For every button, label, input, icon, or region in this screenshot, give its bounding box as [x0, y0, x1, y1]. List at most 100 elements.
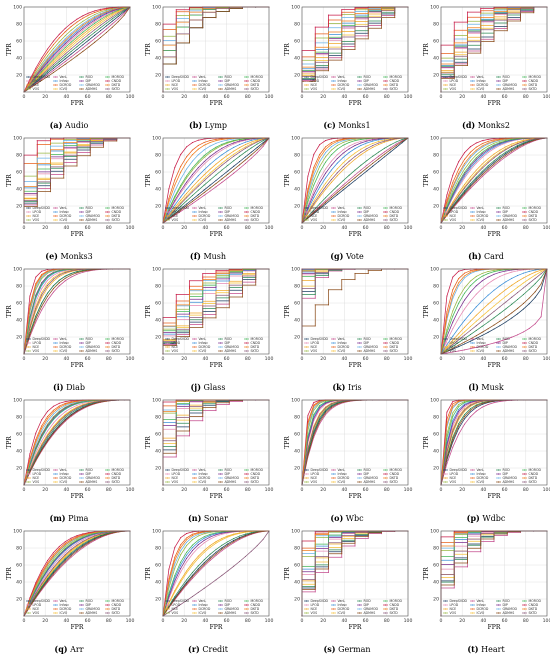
legend-marker: [332, 215, 335, 217]
roc-point-cndd: [100, 8, 102, 10]
roc-point-nce: [330, 181, 332, 183]
roc-point-dip: [227, 144, 229, 146]
roc-point-dcrod: [49, 143, 52, 145]
roc-point-sktd: [389, 139, 391, 141]
roc-point-lpod: [52, 274, 54, 276]
roc-point-lpod: [186, 183, 188, 186]
roc-point-rod: [517, 144, 519, 146]
roc-point-deepsvdd: [366, 170, 368, 172]
roc-point-sktd: [378, 142, 380, 144]
roc-point-icvo: [499, 151, 501, 153]
roc-point-admhs: [88, 269, 90, 271]
panel-letter: (c): [323, 120, 336, 130]
roc-point-sktd: [517, 292, 519, 294]
roc-point-admhs: [511, 150, 513, 152]
x-tick-label: 0: [162, 225, 165, 231]
roc-point-sktd: [367, 17, 369, 19]
roc-point-infosc: [493, 146, 495, 148]
roc-point-cndd: [480, 11, 482, 13]
roc-point-rod: [325, 197, 327, 199]
roc-point-admhs: [366, 167, 368, 169]
roc-point-vanl: [336, 189, 338, 191]
roc-point-sktd: [191, 191, 193, 193]
legend-label: GRAMOD: [225, 214, 240, 218]
roc-point-vanl: [203, 194, 205, 196]
legend-label: NCE: [172, 345, 179, 349]
roc-point-dktd: [188, 11, 191, 13]
roc-point-lpod: [499, 275, 501, 278]
roc-point-deepsvdd: [469, 340, 471, 342]
roc-point-dktd: [215, 279, 217, 281]
roc-point-vos: [481, 149, 483, 151]
roc-point-rod: [174, 211, 176, 213]
roc-point-rod: [360, 164, 362, 166]
roc-point-rod: [47, 292, 49, 294]
y-tick-label: 100: [291, 267, 300, 273]
roc-point-sktd: [47, 285, 49, 287]
legend-marker: [193, 215, 196, 217]
roc-point-admhs: [116, 140, 118, 142]
roc-point-vanl: [191, 202, 193, 205]
roc-point-sktd: [180, 203, 182, 205]
y-tick-label: 40: [155, 56, 161, 62]
roc-point-sktd: [336, 172, 338, 174]
roc-point-deepsvdd: [64, 58, 66, 60]
legend-marker: [166, 215, 169, 217]
x-tick-label: 60: [224, 356, 230, 362]
roc-point-cndd: [469, 146, 471, 148]
legend-marker: [305, 88, 308, 90]
roc-point-sktd: [528, 139, 530, 141]
roc-point-icvo: [336, 168, 338, 170]
roc-point-deepsvdd: [360, 175, 362, 177]
roc-point-deepsvdd: [209, 184, 211, 186]
roc-point-morod: [475, 157, 477, 159]
legend-label: ADMHS: [364, 87, 376, 91]
roc-point-admhs: [519, 20, 522, 22]
legend-label: ADMHS: [503, 349, 515, 353]
roc-point-rod: [314, 294, 316, 296]
legend-label: LPOD: [311, 210, 320, 214]
roc-point-infosc: [528, 270, 530, 272]
roc-point-vos: [481, 272, 483, 274]
roc-point-vos: [180, 186, 182, 188]
roc-point-lpod: [458, 317, 460, 319]
roc-point-morod: [111, 12, 113, 14]
legend-label: ROD: [225, 75, 233, 79]
roc-point-admhs: [70, 274, 72, 276]
roc-point-icvo: [64, 51, 66, 53]
roc-point-morod: [70, 405, 72, 407]
roc-point-admhs: [522, 302, 524, 305]
roc-point-deepsvdd: [487, 166, 489, 169]
roc-point-sktd: [215, 305, 217, 307]
roc-point-gramod: [475, 151, 477, 153]
roc-point-dktd: [319, 157, 321, 159]
roc-point-lpod: [330, 160, 332, 162]
legend-marker: [27, 84, 30, 86]
roc-point-morod: [221, 143, 223, 145]
roc-point-morod: [475, 279, 477, 281]
panel-dataset-name: Monks1: [335, 121, 371, 130]
roc-point-dktd: [487, 142, 489, 144]
legend-label: DeepSVDD: [172, 206, 190, 210]
roc-point-vos: [464, 287, 466, 289]
roc-point-cndd: [29, 78, 31, 80]
roc-point-rod: [41, 76, 43, 78]
roc-point-infosc: [70, 35, 72, 38]
legend-label: GRAMOD: [86, 345, 101, 349]
roc-point-sktd: [464, 334, 466, 336]
y-axis-label: TPR: [284, 43, 291, 56]
x-tick-label: 0: [301, 356, 304, 362]
x-tick-label: 80: [523, 94, 529, 100]
x-axis-label: FPR: [349, 231, 362, 238]
legend-marker: [193, 211, 196, 213]
roc-point-admhs: [534, 139, 536, 141]
roc-point-sktd: [314, 61, 316, 63]
legend-label: VOS: [311, 218, 318, 222]
x-axis-label: FPR: [488, 100, 501, 107]
roc-point-icvo: [209, 172, 211, 174]
roc-point-sktd: [76, 154, 78, 156]
x-tick-label: 40: [202, 94, 208, 100]
roc-point-admhs: [191, 200, 193, 202]
plot-area: [163, 7, 269, 92]
roc-point-deepsvdd: [401, 142, 403, 144]
